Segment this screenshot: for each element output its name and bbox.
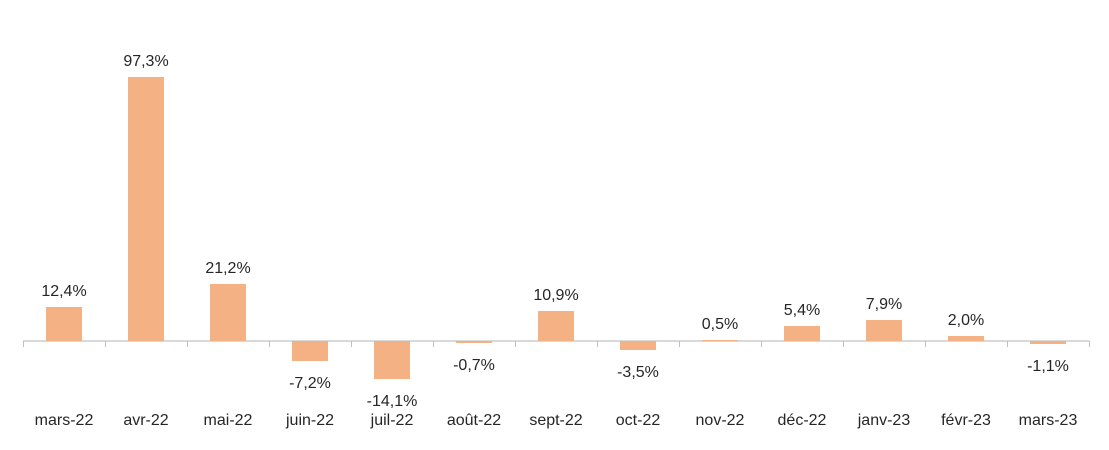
value-label-juin-22: -7,2%	[289, 374, 331, 392]
x-axis-label-nov-22: nov-22	[695, 412, 745, 429]
bar-nov-22	[702, 339, 738, 341]
x-axis-label-mai-22: mai-22	[203, 412, 253, 429]
bar-oct-22	[620, 341, 656, 351]
bar-juil-22	[374, 341, 410, 380]
bar-févr-23	[948, 335, 984, 341]
x-axis-label-oct-22: oct-22	[615, 412, 661, 429]
x-axis-tick	[925, 341, 926, 347]
value-label-août-22: -0,7%	[453, 356, 495, 374]
value-label-nov-22: 0,5%	[701, 315, 739, 333]
x-axis-label-mars-22: mars-22	[34, 412, 94, 429]
x-axis-tick	[351, 341, 352, 347]
value-label-déc-22: 5,4%	[783, 302, 821, 320]
x-axis-tick	[433, 341, 434, 347]
value-label-janv-23: 7,9%	[865, 295, 903, 313]
value-label-févr-23: 2,0%	[947, 311, 985, 329]
bar-déc-22	[784, 326, 820, 341]
value-label-mars-23: -1,1%	[1027, 357, 1069, 375]
x-axis-label-août-22: août-22	[446, 412, 502, 429]
x-axis-tick	[1089, 341, 1090, 347]
x-axis-tick	[23, 341, 24, 347]
x-axis-label-févr-23: févr-23	[941, 412, 991, 429]
value-label-mai-22: 21,2%	[205, 259, 251, 277]
bar-mars-23	[1030, 341, 1066, 344]
x-axis-label-déc-22: déc-22	[777, 412, 827, 429]
bar-août-22	[456, 341, 492, 343]
x-axis-label-juin-22: juin-22	[285, 412, 335, 429]
bar-mars-22	[46, 307, 82, 341]
x-axis-label-avr-22: avr-22	[123, 412, 169, 429]
x-axis-tick	[761, 341, 762, 347]
x-axis-label-janv-23: janv-23	[857, 412, 911, 429]
bar-sept-22	[538, 311, 574, 341]
x-axis-label-sept-22: sept-22	[529, 412, 583, 429]
x-axis-tick	[679, 341, 680, 347]
value-label-avr-22: 97,3%	[123, 53, 169, 71]
bar-juin-22	[292, 341, 328, 361]
value-label-mars-22: 12,4%	[41, 283, 87, 301]
bar-mai-22	[210, 283, 246, 341]
x-axis-tick	[597, 341, 598, 347]
bar-avr-22	[128, 77, 164, 341]
x-axis-tick	[105, 341, 106, 347]
x-axis-line	[23, 340, 1089, 342]
x-axis-tick	[843, 341, 844, 347]
x-axis-label-juil-22: juil-22	[370, 412, 414, 429]
bar-janv-23	[866, 319, 902, 341]
value-label-juil-22: -14,1%	[366, 393, 418, 411]
x-axis-tick	[515, 341, 516, 347]
x-axis-tick	[269, 341, 270, 347]
x-axis-tick	[1007, 341, 1008, 347]
x-axis-label-mars-23: mars-23	[1018, 412, 1078, 429]
x-axis-tick	[187, 341, 188, 347]
value-label-sept-22: 10,9%	[533, 287, 579, 305]
value-label-oct-22: -3,5%	[617, 364, 659, 382]
